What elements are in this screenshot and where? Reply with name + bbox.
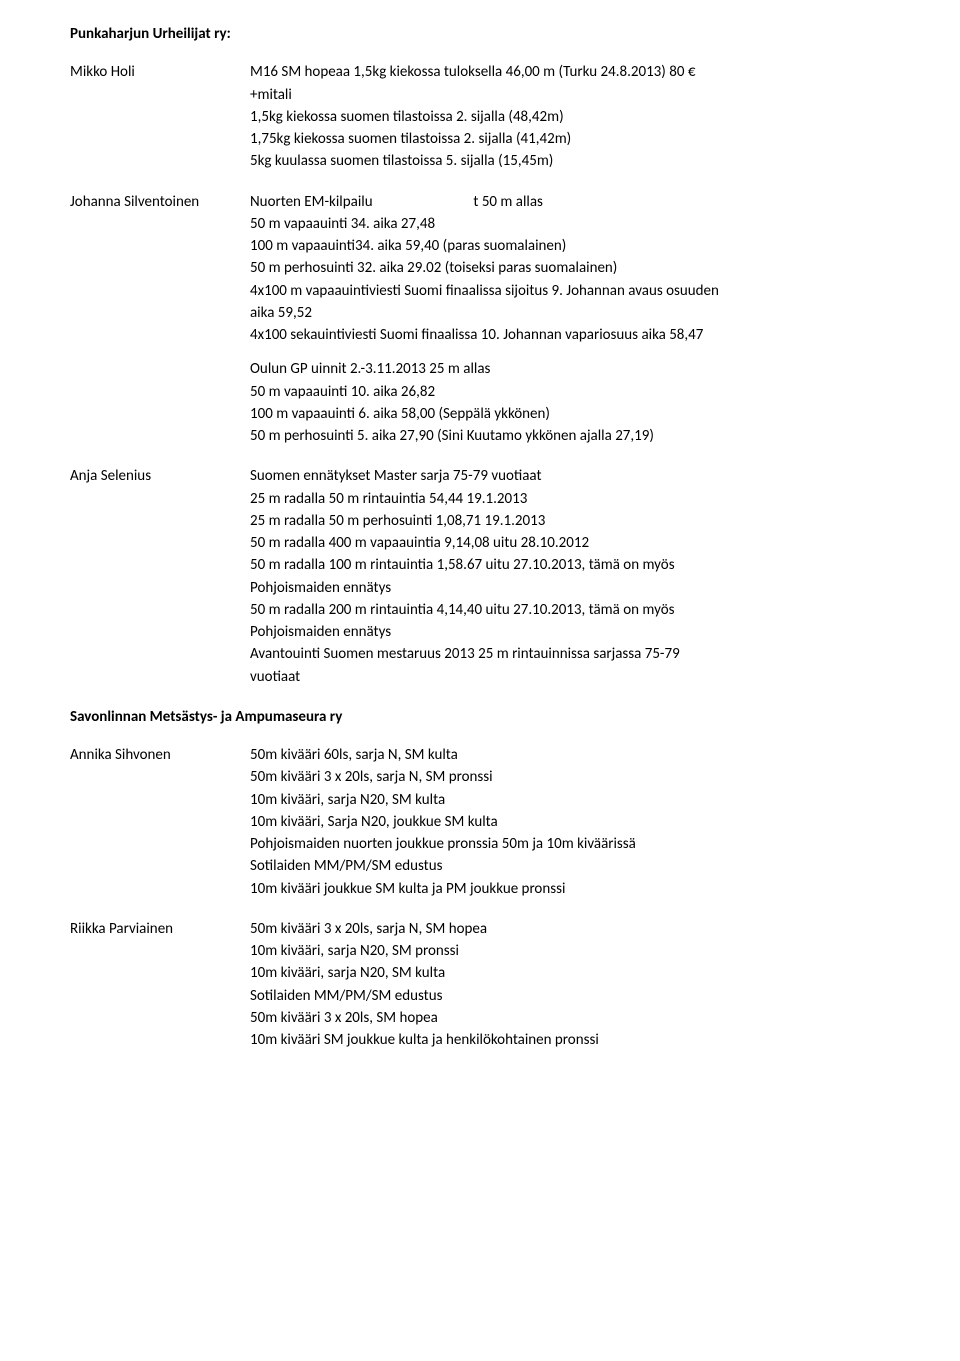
detail-line: aika 59,52 [250, 303, 890, 323]
detail-line: 50 m vapaauinti 34. aika 27,48 [250, 214, 890, 234]
detail-line: 100 m vapaauinti 6. aika 58,00 (Seppälä … [250, 404, 890, 424]
document-page: Punkaharjun Urheilijat ry: Mikko Holi M1… [0, 0, 960, 1110]
detail-line: Suomen ennätykset Master sarja 75-79 vuo… [250, 466, 890, 486]
detail-line: 50 m radalla 200 m rintauintia 4,14,40 u… [250, 600, 890, 620]
detail-line: Nuorten EM-kilpailu t 50 m allas [250, 192, 890, 212]
detail-line: 50m kivääri 60ls, sarja N, SM kulta [250, 745, 890, 765]
detail-line: 4x100 sekauintiviesti Suomi finaalissa 1… [250, 325, 890, 345]
detail-line: 1,75kg kiekossa suomen tilastoissa 2. si… [250, 129, 890, 149]
detail-line: 10m kivääri, sarja N20, SM pronssi [250, 941, 890, 961]
detail-line: 10m kivääri, Sarja N20, joukkue SM kulta [250, 812, 890, 832]
detail-line: 1,5kg kiekossa suomen tilastoissa 2. sij… [250, 107, 890, 127]
detail-line: Avantouinti Suomen mestaruus 2013 25 m r… [250, 644, 890, 664]
athlete-name: Riikka Parviainen [70, 919, 250, 939]
athlete-name: Anja Selenius [70, 466, 250, 486]
detail-line: 100 m vapaauinti34. aika 59,40 (paras su… [250, 236, 890, 256]
detail-line: 50 m perhosuinti 5. aika 27,90 (Sini Kuu… [250, 426, 890, 446]
athlete-name: Mikko Holi [70, 62, 250, 82]
entry-mikko: Mikko Holi M16 SM hopeaa 1,5kg kiekossa … [70, 62, 890, 173]
detail-line: 10m kivääri, sarja N20, SM kulta [250, 790, 890, 810]
detail-line: Pohjoismaiden nuorten joukkue pronssia 5… [250, 834, 890, 854]
entry-johanna: Johanna Silventoinen Nuorten EM-kilpailu… [70, 192, 890, 449]
detail-line: 10m kivääri, sarja N20, SM kulta [250, 963, 890, 983]
detail-line: 25 m radalla 50 m perhosuinti 1,08,71 19… [250, 511, 890, 531]
detail-line: 50m kivääri 3 x 20ls, sarja N, SM hopea [250, 919, 890, 939]
entry-riikka: Riikka Parviainen 50m kivääri 3 x 20ls, … [70, 919, 890, 1053]
detail-line: 50 m radalla 100 m rintauintia 1,58.67 u… [250, 555, 890, 575]
athlete-details: Nuorten EM-kilpailu t 50 m allas 50 m va… [250, 192, 890, 449]
detail-line: 50 m perhosuinti 32. aika 29.02 (toiseks… [250, 258, 890, 278]
detail-line: Sotilaiden MM/PM/SM edustus [250, 856, 890, 876]
detail-line: Pohjoismaiden ennätys [250, 578, 890, 598]
entry-annika: Annika Sihvonen 50m kivääri 60ls, sarja … [70, 745, 890, 901]
detail-line: vuotiaat [250, 667, 890, 687]
org-heading-1: Punkaharjun Urheilijat ry: [70, 24, 890, 44]
detail-line: 4x100 m vapaauintiviesti Suomi finaaliss… [250, 281, 890, 301]
detail-line: +mitali [250, 85, 890, 105]
detail-line: 50m kivääri 3 x 20ls, sarja N, SM pronss… [250, 767, 890, 787]
detail-line: Pohjoismaiden ennätys [250, 622, 890, 642]
detail-line: M16 SM hopeaa 1,5kg kiekossa tuloksella … [250, 62, 890, 82]
detail-line: 50m kivääri 3 x 20ls, SM hopea [250, 1008, 890, 1028]
athlete-details: Suomen ennätykset Master sarja 75-79 vuo… [250, 466, 890, 689]
detail-span: Nuorten EM-kilpailu [250, 192, 470, 212]
detail-span: t 50 m allas [473, 193, 543, 211]
athlete-name: Annika Sihvonen [70, 745, 250, 765]
detail-line: 50 m radalla 400 m vapaauintia 9,14,08 u… [250, 533, 890, 553]
athlete-details: 50m kivääri 3 x 20ls, sarja N, SM hopea … [250, 919, 890, 1053]
detail-line: Oulun GP uinnit 2.-3.11.2013 25 m allas [250, 359, 890, 379]
athlete-details: M16 SM hopeaa 1,5kg kiekossa tuloksella … [250, 62, 890, 173]
detail-line: 50 m vapaauinti 10. aika 26,82 [250, 382, 890, 402]
detail-line: Sotilaiden MM/PM/SM edustus [250, 986, 890, 1006]
athlete-details: 50m kivääri 60ls, sarja N, SM kulta 50m … [250, 745, 890, 901]
detail-line: 25 m radalla 50 m rintauintia 54,44 19.1… [250, 489, 890, 509]
detail-line: 10m kivääri joukkue SM kulta ja PM joukk… [250, 879, 890, 899]
detail-line: 10m kivääri SM joukkue kulta ja henkilök… [250, 1030, 890, 1050]
org-heading-2: Savonlinnan Metsästys- ja Ampumaseura ry [70, 707, 890, 727]
athlete-name: Johanna Silventoinen [70, 192, 250, 212]
entry-anja: Anja Selenius Suomen ennätykset Master s… [70, 466, 890, 689]
detail-line: 5kg kuulassa suomen tilastoissa 5. sijal… [250, 151, 890, 171]
